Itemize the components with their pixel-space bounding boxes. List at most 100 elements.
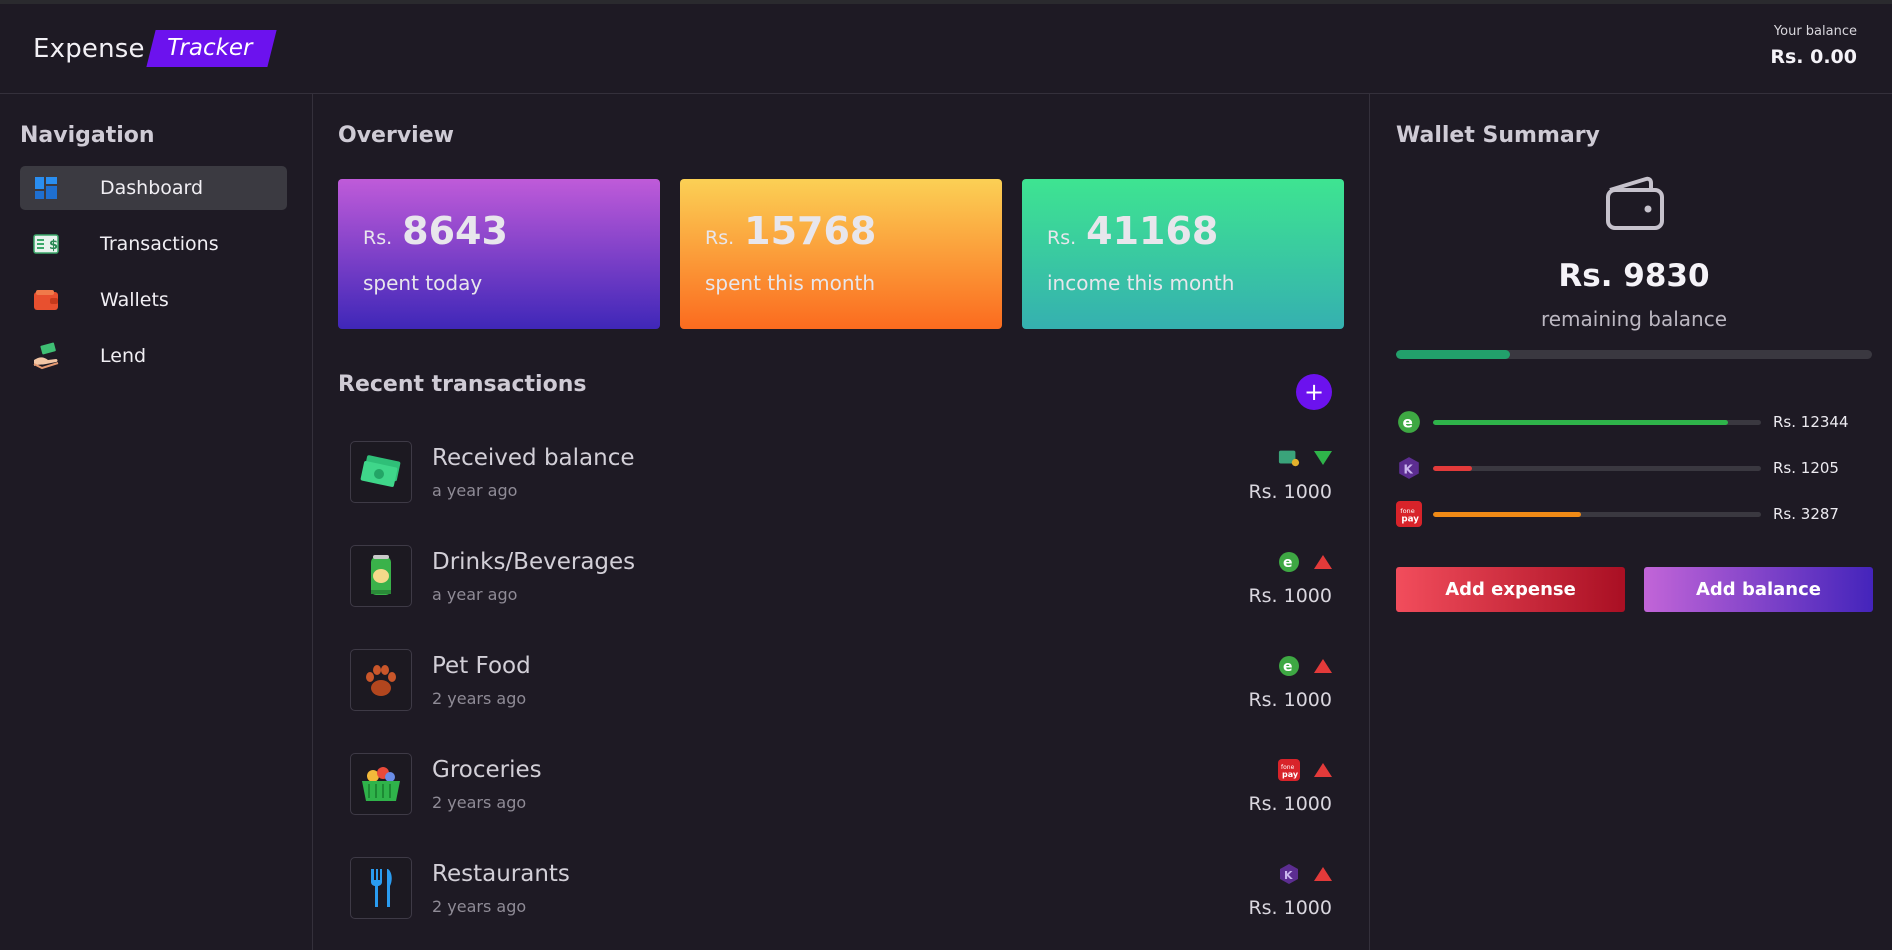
svg-text:K: K: [1404, 462, 1414, 476]
wallet-progress-bar: [1433, 420, 1761, 425]
list-item[interactable]: Groceries 2 years ago fone pay Rs. 1000: [350, 753, 1332, 857]
wallet-progress-fill: [1433, 420, 1729, 425]
remaining-progress-bar: [1396, 350, 1872, 359]
sidebar-item-label: Lend: [100, 345, 147, 367]
transaction-meta: e: [1278, 551, 1332, 573]
wallet-progress-fill: [1433, 466, 1473, 471]
wallet-row-fonepay[interactable]: fone pay Rs. 3287: [1396, 501, 1872, 547]
svg-text:fone: fone: [1400, 507, 1414, 515]
header-balance: Your balance Rs. 0.00: [1770, 24, 1857, 68]
card-value: 8643: [402, 209, 508, 253]
wallet-row-esewa[interactable]: e Rs. 12344: [1396, 409, 1872, 455]
expense-arrow-icon: [1314, 555, 1332, 569]
drink-can-icon: [350, 545, 412, 607]
svg-text:K: K: [1284, 869, 1293, 882]
esewa-icon: e: [1278, 655, 1300, 677]
wallet-icon: [1604, 176, 1666, 236]
top-border: [0, 0, 1892, 4]
add-expense-button[interactable]: Add expense: [1396, 567, 1625, 612]
sidebar-item-wallets[interactable]: Wallets: [20, 278, 287, 322]
nav-list: Dashboard $ Transactions Wallets Lend: [20, 166, 287, 390]
logo-text: Expense: [33, 33, 145, 64]
transaction-time: 2 years ago: [432, 689, 527, 708]
lend-hand-icon: [32, 342, 60, 370]
svg-text:e: e: [1283, 659, 1293, 675]
divider: [1369, 94, 1370, 950]
card-caption: spent today: [363, 271, 483, 295]
transaction-name: Received balance: [432, 445, 635, 471]
svg-text:e: e: [1402, 413, 1412, 431]
sidebar-item-transactions[interactable]: $ Transactions: [20, 222, 287, 266]
paw-icon: [350, 649, 412, 711]
expense-arrow-icon: [1314, 763, 1332, 777]
sidebar-item-lend[interactable]: Lend: [20, 334, 287, 378]
transaction-list: Received balance a year ago Rs. 1000 Dri…: [350, 441, 1332, 950]
fonepay-icon: fone pay: [1278, 759, 1300, 781]
transaction-meta: fone pay: [1278, 759, 1332, 781]
list-item[interactable]: Received balance a year ago Rs. 1000: [350, 441, 1332, 545]
esewa-icon: e: [1278, 551, 1300, 573]
transaction-amount: Rs. 1000: [1248, 689, 1332, 711]
transaction-meta: e: [1278, 655, 1332, 677]
transaction-time: a year ago: [432, 585, 518, 604]
wallet-progress-bar: [1433, 466, 1761, 471]
remaining-label: remaining balance: [1540, 307, 1728, 331]
stat-card-today: Rs. 8643 spent today: [338, 179, 660, 329]
wallet-amount: Rs. 12344: [1773, 413, 1849, 431]
wallet-amount: Rs. 1205: [1773, 459, 1839, 477]
sidebar-item-label: Transactions: [100, 233, 219, 255]
transaction-time: a year ago: [432, 481, 518, 500]
list-item[interactable]: Pet Food 2 years ago e Rs. 1000: [350, 649, 1332, 753]
transaction-meta: K: [1278, 863, 1332, 885]
list-item[interactable]: Restaurants 2 years ago K Rs. 1000: [350, 857, 1332, 950]
sidebar-item-label: Dashboard: [100, 177, 204, 199]
transaction-meta: [1278, 447, 1332, 469]
svg-text:pay: pay: [1282, 770, 1299, 779]
card-currency: Rs.: [363, 227, 393, 249]
balance-value: Rs. 0.00: [1770, 46, 1857, 68]
add-balance-button[interactable]: Add balance: [1644, 567, 1873, 612]
svg-text:fone: fone: [1281, 764, 1295, 771]
svg-text:$: $: [49, 238, 58, 253]
list-item[interactable]: Drinks/Beverages a year ago e Rs. 1000: [350, 545, 1332, 649]
expense-arrow-icon: [1314, 659, 1332, 673]
dashboard-icon: [32, 174, 60, 202]
card-caption: income this month: [1047, 271, 1235, 295]
svg-text:pay: pay: [1401, 515, 1419, 525]
transaction-time: 2 years ago: [432, 897, 527, 916]
app-logo[interactable]: Expense Tracker: [33, 30, 277, 67]
transaction-time: 2 years ago: [432, 793, 527, 812]
overview-title: Overview: [338, 123, 454, 148]
card-value: 15768: [744, 209, 877, 253]
sidebar-item-dashboard[interactable]: Dashboard: [20, 166, 287, 210]
svg-text:e: e: [1283, 555, 1293, 571]
wallet-summary-title: Wallet Summary: [1396, 123, 1600, 148]
card-currency: Rs.: [1047, 227, 1077, 249]
logo-accent: Tracker: [146, 30, 277, 67]
esewa-icon: e: [1396, 409, 1422, 435]
wallet-list: e Rs. 12344 K Rs. 1205 fone pay Rs. 3287: [1396, 409, 1872, 547]
expense-arrow-icon: [1314, 867, 1332, 881]
balance-label: Your balance: [1773, 24, 1857, 39]
card-value: 41168: [1086, 209, 1219, 253]
remaining-amount: Rs. 9830: [1558, 258, 1710, 294]
add-transaction-button[interactable]: +: [1296, 374, 1332, 410]
transaction-amount: Rs. 1000: [1248, 897, 1332, 919]
transaction-name: Drinks/Beverages: [432, 549, 636, 575]
wallet-progress-bar: [1433, 512, 1761, 517]
khalti-icon: K: [1396, 455, 1422, 481]
khalti-icon: K: [1278, 863, 1300, 885]
bill-icon: $: [32, 230, 60, 258]
remaining-progress-fill: [1396, 350, 1511, 359]
sidebar-item-label: Wallets: [100, 289, 169, 311]
basket-icon: [350, 753, 412, 815]
income-arrow-icon: [1314, 451, 1332, 465]
transaction-amount: Rs. 1000: [1248, 585, 1332, 607]
transaction-name: Pet Food: [432, 653, 531, 679]
money-icon: [350, 441, 412, 503]
cash-wallet-icon: [1278, 447, 1300, 469]
divider: [312, 94, 313, 950]
wallet-progress-fill: [1433, 512, 1581, 517]
wallet-row-khalti[interactable]: K Rs. 1205: [1396, 455, 1872, 501]
wallet-actions: Add expense Add balance: [1396, 567, 1873, 612]
